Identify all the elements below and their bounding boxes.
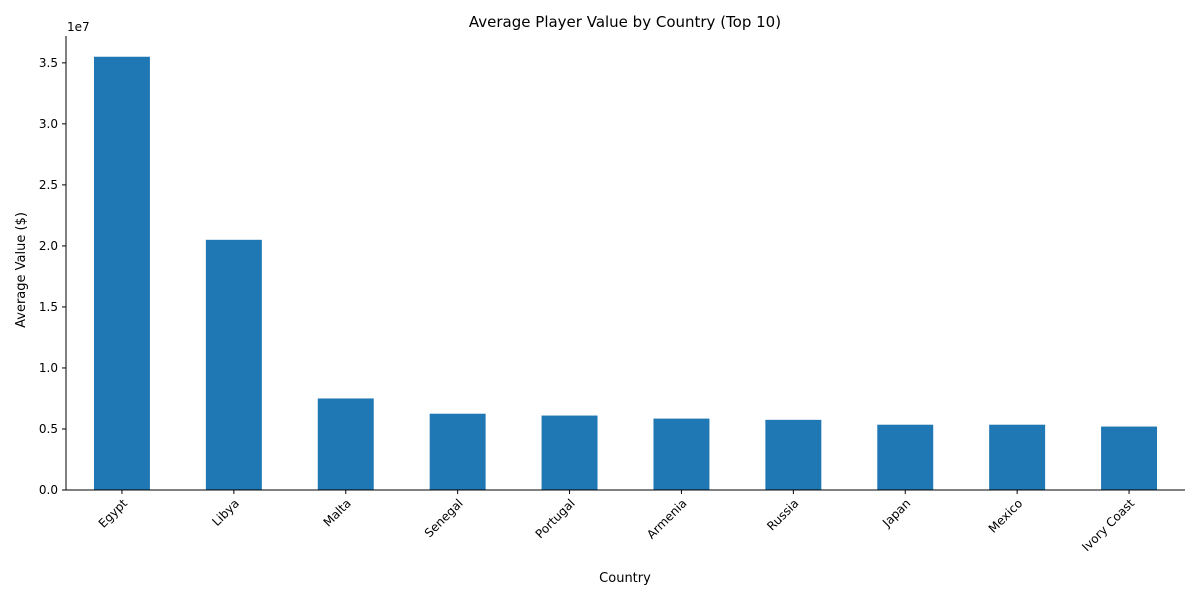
- y-tick-label: 1.5: [39, 300, 58, 314]
- x-axis-ticks: Egypt Libya Malta Senegal Portugal Armenia Rus…: [96, 490, 1137, 554]
- x-tick-label: Portugal: [533, 496, 578, 541]
- bars-group: [93, 56, 1158, 490]
- y-tick-label: 0.0: [39, 483, 58, 497]
- y-tick-label: 1.0: [39, 361, 58, 375]
- x-tick-label: Senegal: [422, 496, 466, 540]
- x-axis-label: Country: [599, 571, 651, 586]
- bar-malta: [317, 398, 374, 490]
- x-tick-label: Russia: [764, 496, 801, 533]
- x-tick-label: Armenia: [644, 496, 689, 541]
- x-tick-label: Ivory Coast: [1079, 496, 1137, 554]
- y-tick-label: 3.0: [39, 117, 58, 131]
- x-tick-label: Libya: [209, 496, 242, 529]
- bar-armenia: [653, 418, 710, 490]
- y-tick-label: 2.5: [39, 178, 58, 192]
- y-tick-label: 0.5: [39, 422, 58, 436]
- bar-egypt: [93, 56, 150, 490]
- x-tick-label: Mexico: [986, 496, 1026, 536]
- x-tick-label: Japan: [879, 496, 913, 530]
- bar-libya: [205, 239, 262, 490]
- x-tick-label: Malta: [321, 496, 354, 529]
- y-tick-label: 3.5: [39, 56, 58, 70]
- chart-title: Average Player Value by Country (Top 10): [469, 13, 781, 31]
- bar-japan: [877, 424, 934, 490]
- y-axis-label: Average Value ($): [14, 212, 29, 328]
- y-tick-label: 2.0: [39, 239, 58, 253]
- x-tick-label: Egypt: [96, 496, 131, 531]
- y-axis-ticks: 0.0 0.5 1.0 1.5 2.0 2.5 3.0 3.5: [39, 56, 66, 497]
- bar-russia: [765, 419, 822, 490]
- bar-mexico: [989, 424, 1046, 490]
- bar-portugal: [541, 415, 598, 490]
- bar-ivory-coast: [1101, 426, 1158, 490]
- y-axis-offset-label: 1e7: [67, 20, 90, 34]
- bar-senegal: [429, 413, 486, 490]
